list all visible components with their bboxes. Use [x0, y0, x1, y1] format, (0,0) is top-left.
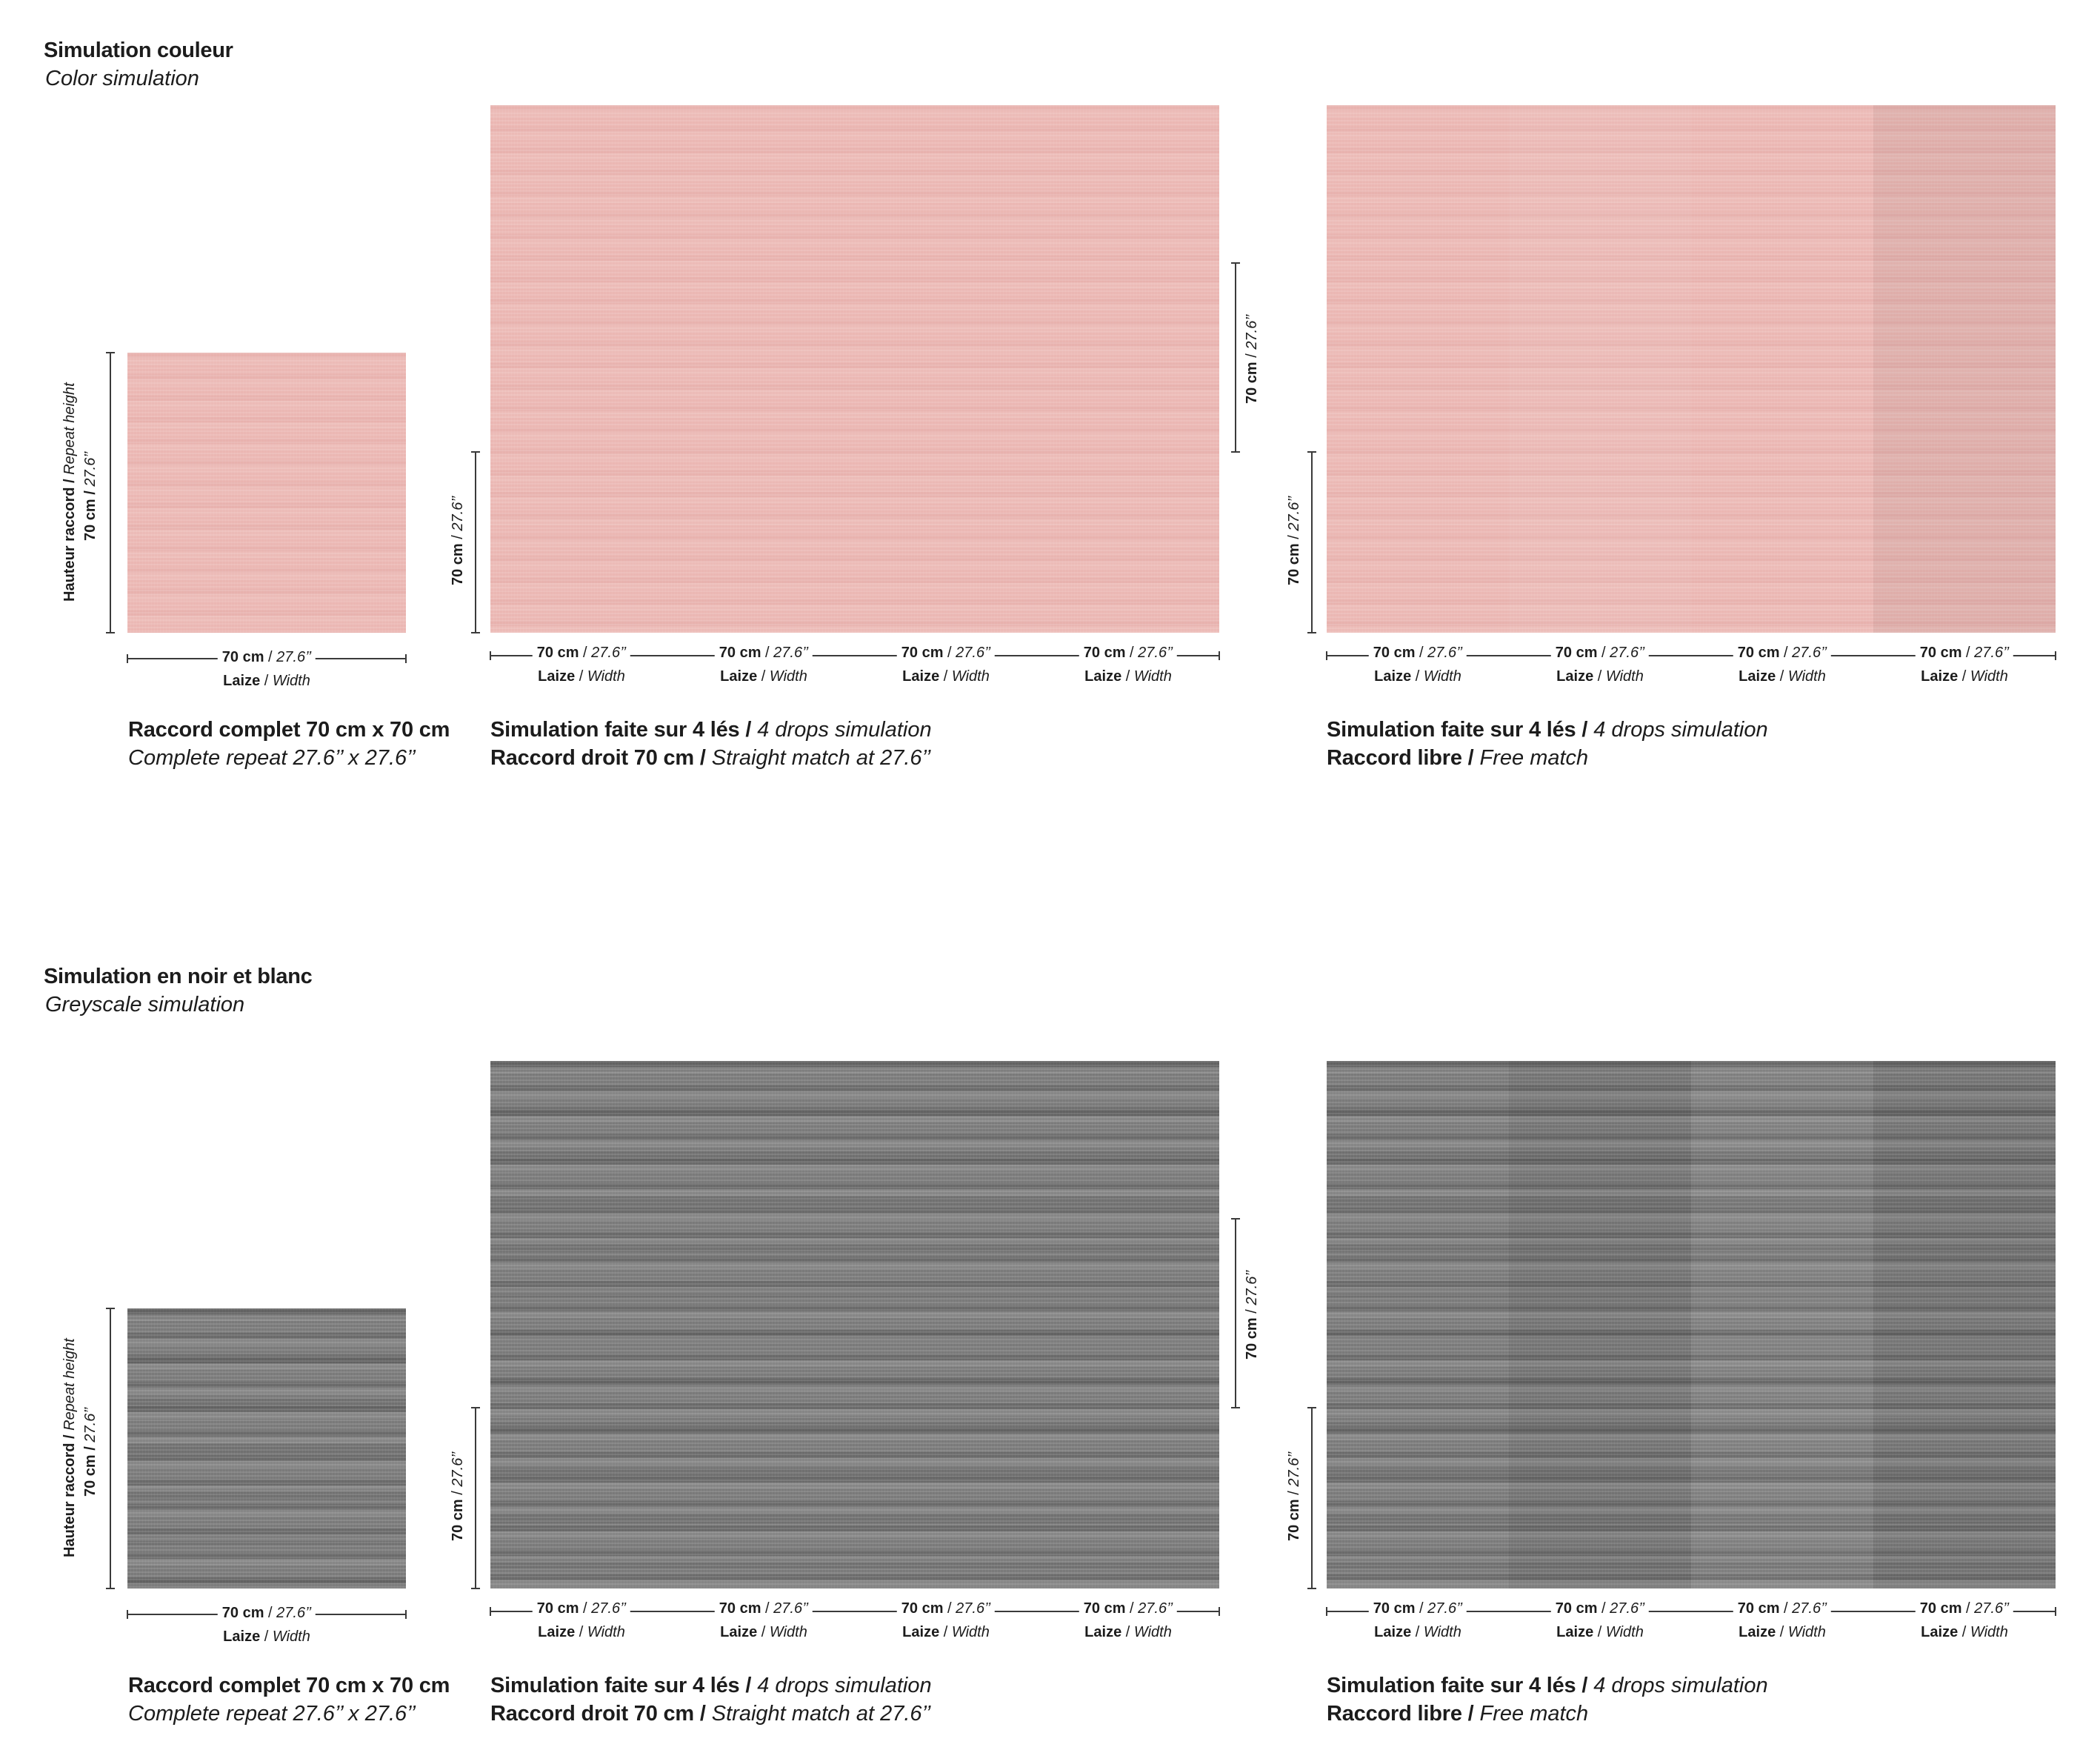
straight-right-label: 70 cm / 27.6’’ — [1244, 314, 1260, 404]
caption-repeat: Raccord complet 70 cm x 70 cm Complete r… — [128, 1671, 450, 1728]
straight-drop-4-laize: Laize / Width — [1084, 668, 1172, 685]
caption-repeat-en: Complete repeat 27.6’’ x 27.6’’ — [128, 1702, 416, 1726]
caption-free: Simulation faite sur 4 lés / 4 drops sim… — [1327, 1674, 1768, 1726]
section-title-greyscale: Simulation en noir et blanc — [44, 965, 313, 988]
free-drop-4-width: 70 cm / 27.6’’ — [1915, 1600, 2014, 1617]
straight-drop-3-width: 70 cm / 27.6’’ — [896, 1600, 996, 1617]
straight-drop-1-width: 70 cm / 27.6’’ — [532, 645, 631, 662]
straight-width-ruler — [490, 651, 1220, 660]
caption-repeat-fr: Raccord complet 70 cm x 70 cm — [128, 1674, 450, 1697]
height-ruler — [106, 352, 115, 633]
free-drop-4-laize: Laize / Width — [1921, 1624, 2008, 1640]
free-left-ruler — [1307, 1407, 1316, 1589]
free-match-panel-greyscale — [1327, 1061, 2056, 1588]
free-left-ruler — [1307, 451, 1316, 633]
section-subtitle-color: Color simulation — [45, 67, 199, 90]
height-ruler — [106, 1308, 115, 1589]
straight-right-label: 70 cm / 27.6’’ — [1244, 1270, 1260, 1360]
straight-width-ruler — [490, 1607, 1220, 1616]
straight-drop-3-laize: Laize / Width — [902, 1624, 990, 1640]
free-drop-1-laize: Laize / Width — [1374, 1624, 1461, 1640]
free-drop-4-laize: Laize / Width — [1921, 668, 2008, 685]
free-drop-4-width: 70 cm / 27.6’’ — [1915, 645, 2014, 662]
free-drop-3-width: 70 cm / 27.6’’ — [1733, 1600, 1832, 1617]
width-value-label: 70 cm / 27.6’’ — [217, 1605, 316, 1622]
straight-drop-3-width: 70 cm / 27.6’’ — [896, 645, 996, 662]
straight-drop-1-width: 70 cm / 27.6’’ — [532, 1600, 631, 1617]
straight-drop-1-laize: Laize / Width — [538, 668, 625, 685]
width-value-label: 70 cm / 27.6’’ — [217, 649, 316, 666]
straight-right-ruler — [1231, 1218, 1240, 1408]
straight-left-label: 70 cm / 27.6’’ — [450, 1451, 466, 1541]
height-label: Hauteur raccord / Repeat height — [61, 1338, 78, 1557]
caption-repeat: Raccord complet 70 cm x 70 cm Complete r… — [128, 716, 450, 772]
free-match-panel-color — [1327, 105, 2056, 633]
straight-drop-2-width: 70 cm / 27.6’’ — [714, 645, 813, 662]
repeat-swatch-greyscale — [127, 1308, 406, 1588]
repeat-swatch-color — [127, 353, 406, 633]
free-drop-3-width: 70 cm / 27.6’’ — [1733, 645, 1832, 662]
height-value-label: 70 cm / 27.6’’ — [82, 451, 99, 541]
free-width-ruler — [1326, 1607, 2056, 1616]
free-drop-1-width: 70 cm / 27.6’’ — [1368, 1600, 1467, 1617]
free-drop-2-width: 70 cm / 27.6’’ — [1550, 645, 1650, 662]
height-label: Hauteur raccord / Repeat height — [61, 382, 78, 602]
straight-drop-4-width: 70 cm / 27.6’’ — [1079, 645, 1178, 662]
free-drop-2-laize: Laize / Width — [1556, 668, 1644, 685]
free-drop-3-laize: Laize / Width — [1739, 668, 1826, 685]
free-left-label: 70 cm / 27.6’’ — [1286, 496, 1302, 585]
section-subtitle-greyscale: Greyscale simulation — [45, 993, 245, 1017]
section-title-color: Simulation couleur — [44, 39, 233, 62]
caption-free: Simulation faite sur 4 lés / 4 drops sim… — [1327, 718, 1768, 770]
caption-repeat-fr: Raccord complet 70 cm x 70 cm — [128, 718, 450, 742]
free-drop-3-laize: Laize / Width — [1739, 1624, 1826, 1640]
straight-drop-4-laize: Laize / Width — [1084, 1624, 1172, 1640]
straight-drop-4-width: 70 cm / 27.6’’ — [1079, 1600, 1178, 1617]
width-label: Laize / Width — [223, 1628, 310, 1645]
straight-drop-2-laize: Laize / Width — [720, 1624, 807, 1640]
free-left-label: 70 cm / 27.6’’ — [1286, 1451, 1302, 1541]
straight-drop-1-laize: Laize / Width — [538, 1624, 625, 1640]
straight-drop-2-width: 70 cm / 27.6’’ — [714, 1600, 813, 1617]
caption-repeat-en: Complete repeat 27.6’’ x 27.6’’ — [128, 746, 416, 770]
caption-straight: Simulation faite sur 4 lés / 4 drops sim… — [490, 1674, 932, 1726]
free-drop-1-laize: Laize / Width — [1374, 668, 1461, 685]
straight-match-panel-greyscale — [490, 1061, 1219, 1588]
straight-left-label: 70 cm / 27.6’’ — [450, 496, 466, 585]
free-drop-2-laize: Laize / Width — [1556, 1624, 1644, 1640]
width-label: Laize / Width — [223, 673, 310, 689]
free-width-ruler — [1326, 651, 2056, 660]
caption-straight: Simulation faite sur 4 lés / 4 drops sim… — [490, 718, 932, 770]
straight-left-ruler — [471, 1407, 480, 1589]
straight-drop-3-laize: Laize / Width — [902, 668, 990, 685]
straight-right-ruler — [1231, 262, 1240, 453]
free-drop-1-width: 70 cm / 27.6’’ — [1368, 645, 1467, 662]
free-drop-2-width: 70 cm / 27.6’’ — [1550, 1600, 1650, 1617]
straight-match-panel-color — [490, 105, 1219, 633]
height-value-label: 70 cm / 27.6’’ — [82, 1407, 99, 1497]
straight-left-ruler — [471, 451, 480, 633]
straight-drop-2-laize: Laize / Width — [720, 668, 807, 685]
